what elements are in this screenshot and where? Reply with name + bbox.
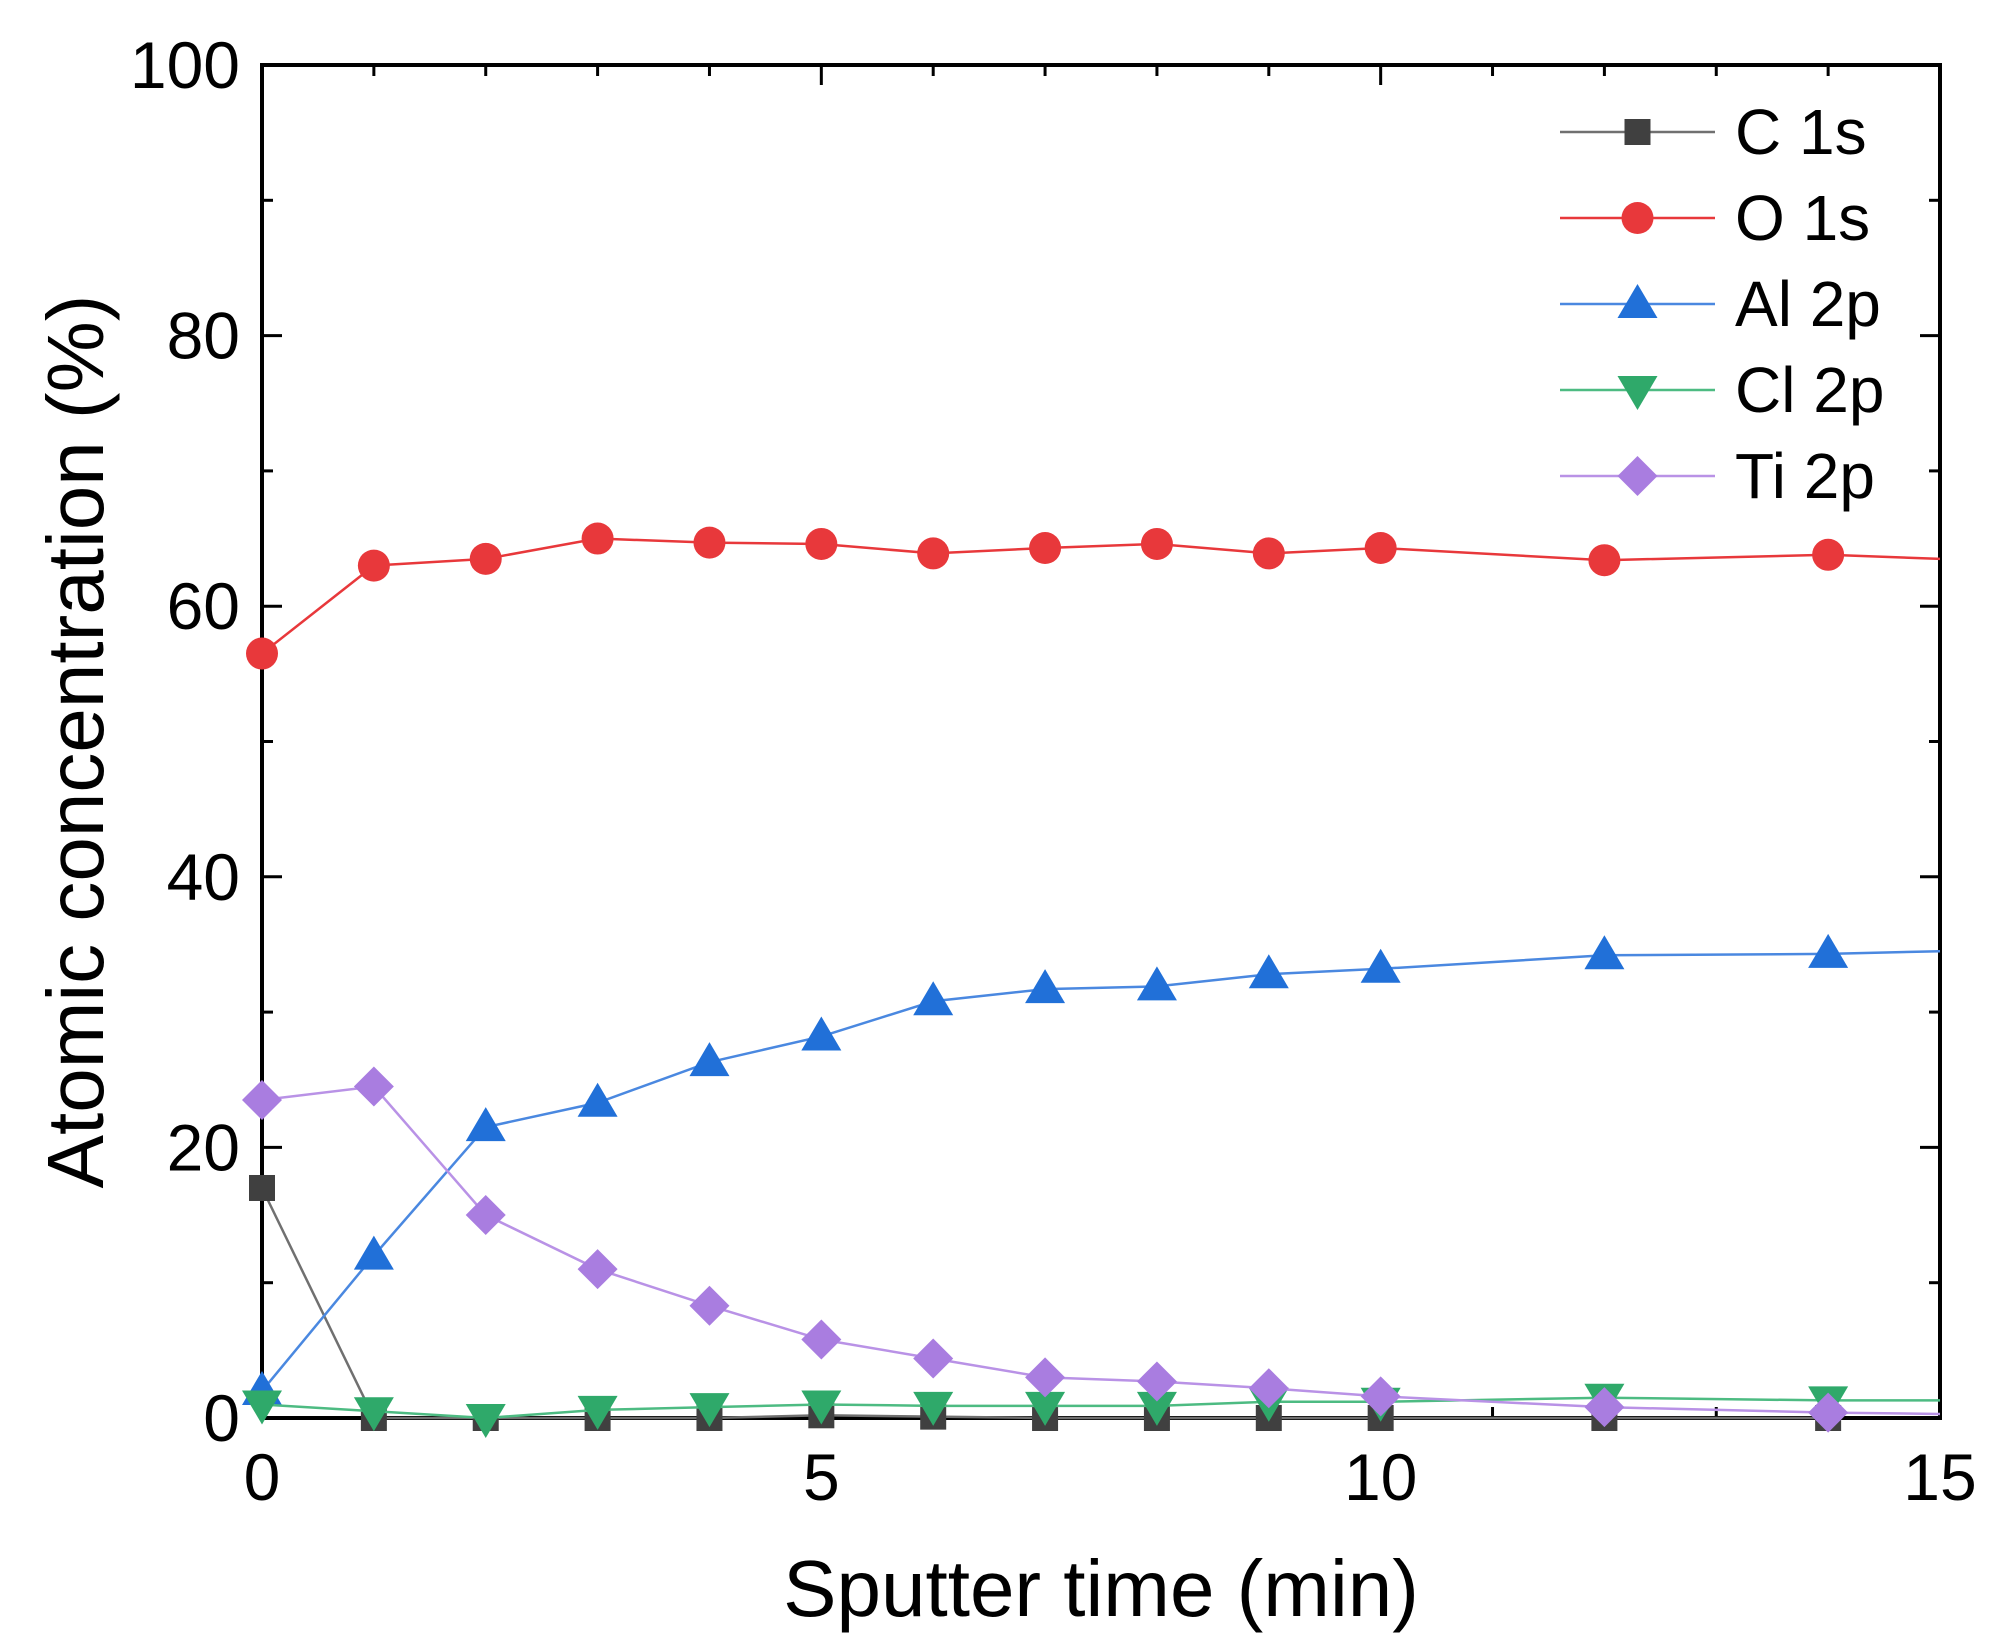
legend-entry-cl-2p: Cl 2p	[1560, 354, 1884, 426]
data-point-ti-2p	[913, 1338, 954, 1379]
data-point-ti-2p	[242, 1080, 282, 1121]
x-tick-label: 0	[244, 1440, 281, 1514]
data-point-ti-2p	[465, 1195, 506, 1236]
legend-label-al-2p: Al 2p	[1735, 268, 1881, 340]
series-line-o-1s	[261, 537, 1941, 655]
data-point-ti-2p	[353, 1066, 394, 1107]
y-tick-label: 60	[167, 569, 240, 643]
legend-label-cl-2p: Cl 2p	[1735, 354, 1884, 426]
axes: 0 20 40 60 80 100 0 5 10 15	[130, 28, 1977, 1514]
data-point-cl-2p	[689, 1393, 730, 1428]
data-point-o-1s	[581, 522, 614, 555]
y-tick-label: 100	[130, 28, 240, 102]
data-point-cl-2p	[465, 1404, 506, 1438]
series-o-1s	[246, 522, 1941, 670]
legend-label-ti-2p: Ti 2p	[1735, 440, 1875, 512]
y-tick-label: 80	[167, 299, 240, 373]
data-point-cl-2p	[577, 1395, 618, 1430]
data-point-ti-2p	[577, 1249, 618, 1290]
data-point-al-2p	[801, 1016, 842, 1051]
data-point-ti-2p	[1360, 1376, 1401, 1417]
data-point-al-2p	[577, 1082, 618, 1117]
data-point-al-2p	[1360, 948, 1401, 983]
data-point-cl-2p	[353, 1397, 394, 1432]
legend-marker-c-1s	[1624, 119, 1651, 145]
data-point-o-1s	[357, 549, 390, 582]
data-point-al-2p	[465, 1107, 506, 1142]
series-line-al-2p	[261, 949, 1941, 1392]
data-point-cl-2p	[242, 1390, 282, 1425]
data-point-o-1s	[1812, 538, 1845, 571]
data-point-cl-2p	[801, 1390, 842, 1425]
data-point-cl-2p	[913, 1391, 954, 1426]
legend-entry-ti-2p: Ti 2p	[1560, 440, 1875, 512]
data-point-al-2p	[689, 1042, 730, 1077]
series-al-2p	[242, 933, 1941, 1405]
legend-marker-al-2p	[1617, 284, 1658, 318]
legend-marker-ti-2p	[1617, 456, 1658, 496]
data-point-o-1s	[1029, 532, 1062, 565]
series-ti-2p	[242, 1066, 1941, 1433]
y-tick-label: 20	[167, 1110, 240, 1184]
data-point-al-2p	[1248, 954, 1289, 989]
data-point-o-1s	[246, 637, 278, 670]
y-tick-label: 0	[203, 1381, 240, 1455]
legend-entry-al-2p: Al 2p	[1560, 268, 1881, 340]
x-tick-label: 10	[1344, 1440, 1417, 1514]
data-point-al-2p	[913, 981, 954, 1016]
data-point-c-1s	[249, 1174, 275, 1201]
data-point-ti-2p	[801, 1319, 842, 1360]
series-line-ti-2p	[261, 1085, 1941, 1416]
data-point-ti-2p	[1136, 1361, 1177, 1402]
x-axis-title: Sputter time (min)	[783, 1544, 1419, 1633]
data-point-o-1s	[1252, 537, 1285, 570]
data-point-ti-2p	[1584, 1387, 1625, 1428]
data-point-al-2p	[1808, 933, 1849, 968]
legend: C 1s O 1s Al 2p Cl 2p Ti 2p	[1560, 96, 1884, 512]
series-layer	[242, 522, 1941, 1438]
legend-entry-o-1s: O 1s	[1560, 182, 1870, 254]
data-point-al-2p	[1136, 966, 1177, 1001]
data-point-o-1s	[693, 526, 726, 559]
data-point-ti-2p	[1025, 1357, 1066, 1398]
data-point-ti-2p	[1248, 1368, 1289, 1409]
data-point-o-1s	[469, 542, 502, 575]
x-tick-label: 5	[803, 1440, 840, 1514]
data-point-al-2p	[1584, 935, 1625, 970]
legend-label-c-1s: C 1s	[1735, 96, 1867, 168]
legend-marker-o-1s	[1621, 202, 1654, 234]
data-point-o-1s	[917, 537, 950, 570]
data-point-o-1s	[805, 527, 838, 560]
data-point-al-2p	[1025, 969, 1066, 1004]
legend-marker-cl-2p	[1617, 376, 1658, 410]
data-point-cl-2p	[1025, 1391, 1066, 1426]
data-point-ti-2p	[689, 1285, 730, 1326]
legend-label-o-1s: O 1s	[1735, 182, 1870, 254]
data-point-cl-2p	[1136, 1391, 1177, 1426]
y-tick-label: 40	[167, 840, 240, 914]
data-point-o-1s	[1588, 544, 1621, 577]
series-line-cl-2p	[261, 1396, 1940, 1420]
data-point-o-1s	[1364, 532, 1397, 565]
x-tick-label: 15	[1903, 1440, 1976, 1514]
y-axis-title: Atomic concentration (%)	[31, 295, 120, 1189]
plot-frame	[260, 63, 1942, 1420]
legend-entry-c-1s: C 1s	[1560, 96, 1867, 168]
data-point-al-2p	[353, 1235, 394, 1270]
data-point-ti-2p	[1808, 1392, 1849, 1433]
data-point-o-1s	[1140, 527, 1173, 560]
